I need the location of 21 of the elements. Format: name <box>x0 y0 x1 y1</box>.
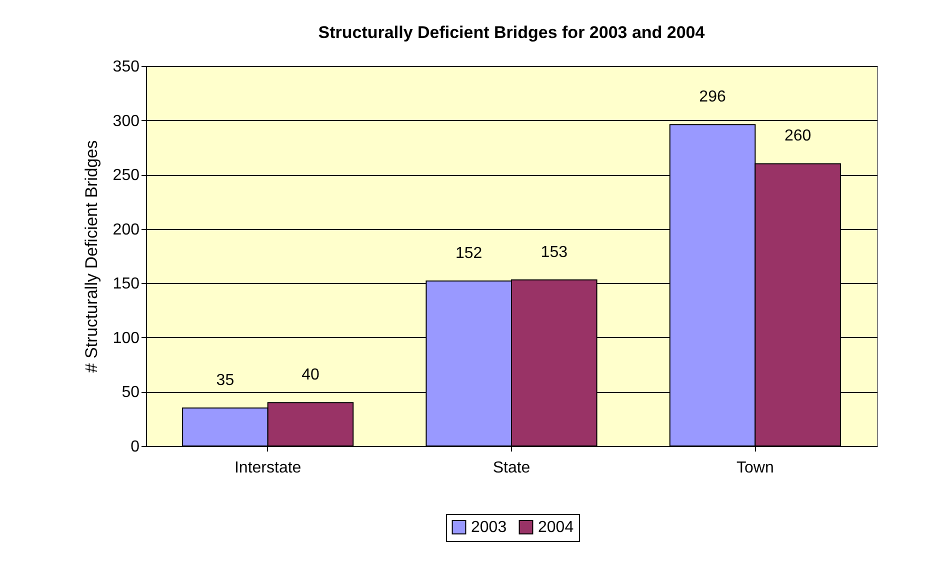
data-label: 40 <box>302 366 320 384</box>
y-axis-title: # Structurally Deficient Bridges <box>82 140 101 373</box>
legend-label: 2004 <box>538 519 574 536</box>
y-tick-label: 50 <box>122 384 140 402</box>
x-tick-label: Town <box>736 460 774 476</box>
x-tick-label: State <box>492 460 530 476</box>
y-tick-label: 300 <box>112 112 140 130</box>
y-tick-label: 200 <box>112 221 140 238</box>
legend-label: 2003 <box>471 519 507 536</box>
data-label: 260 <box>784 128 812 145</box>
y-tick-label: 100 <box>112 330 140 347</box>
y-tick-label: 350 <box>112 58 140 76</box>
data-label: 152 <box>456 244 482 262</box>
data-label: 296 <box>699 88 726 106</box>
data-label: 35 <box>216 372 234 389</box>
y-tick-label: 0 <box>130 438 140 456</box>
y-tick-label: 250 <box>112 167 140 184</box>
data-label: 153 <box>540 244 568 261</box>
y-tick-label: 150 <box>112 276 140 293</box>
chart-title: Structurally Deficient Bridges for 2003 and 2004 <box>318 23 706 42</box>
x-tick-label: Interstate <box>234 460 302 476</box>
